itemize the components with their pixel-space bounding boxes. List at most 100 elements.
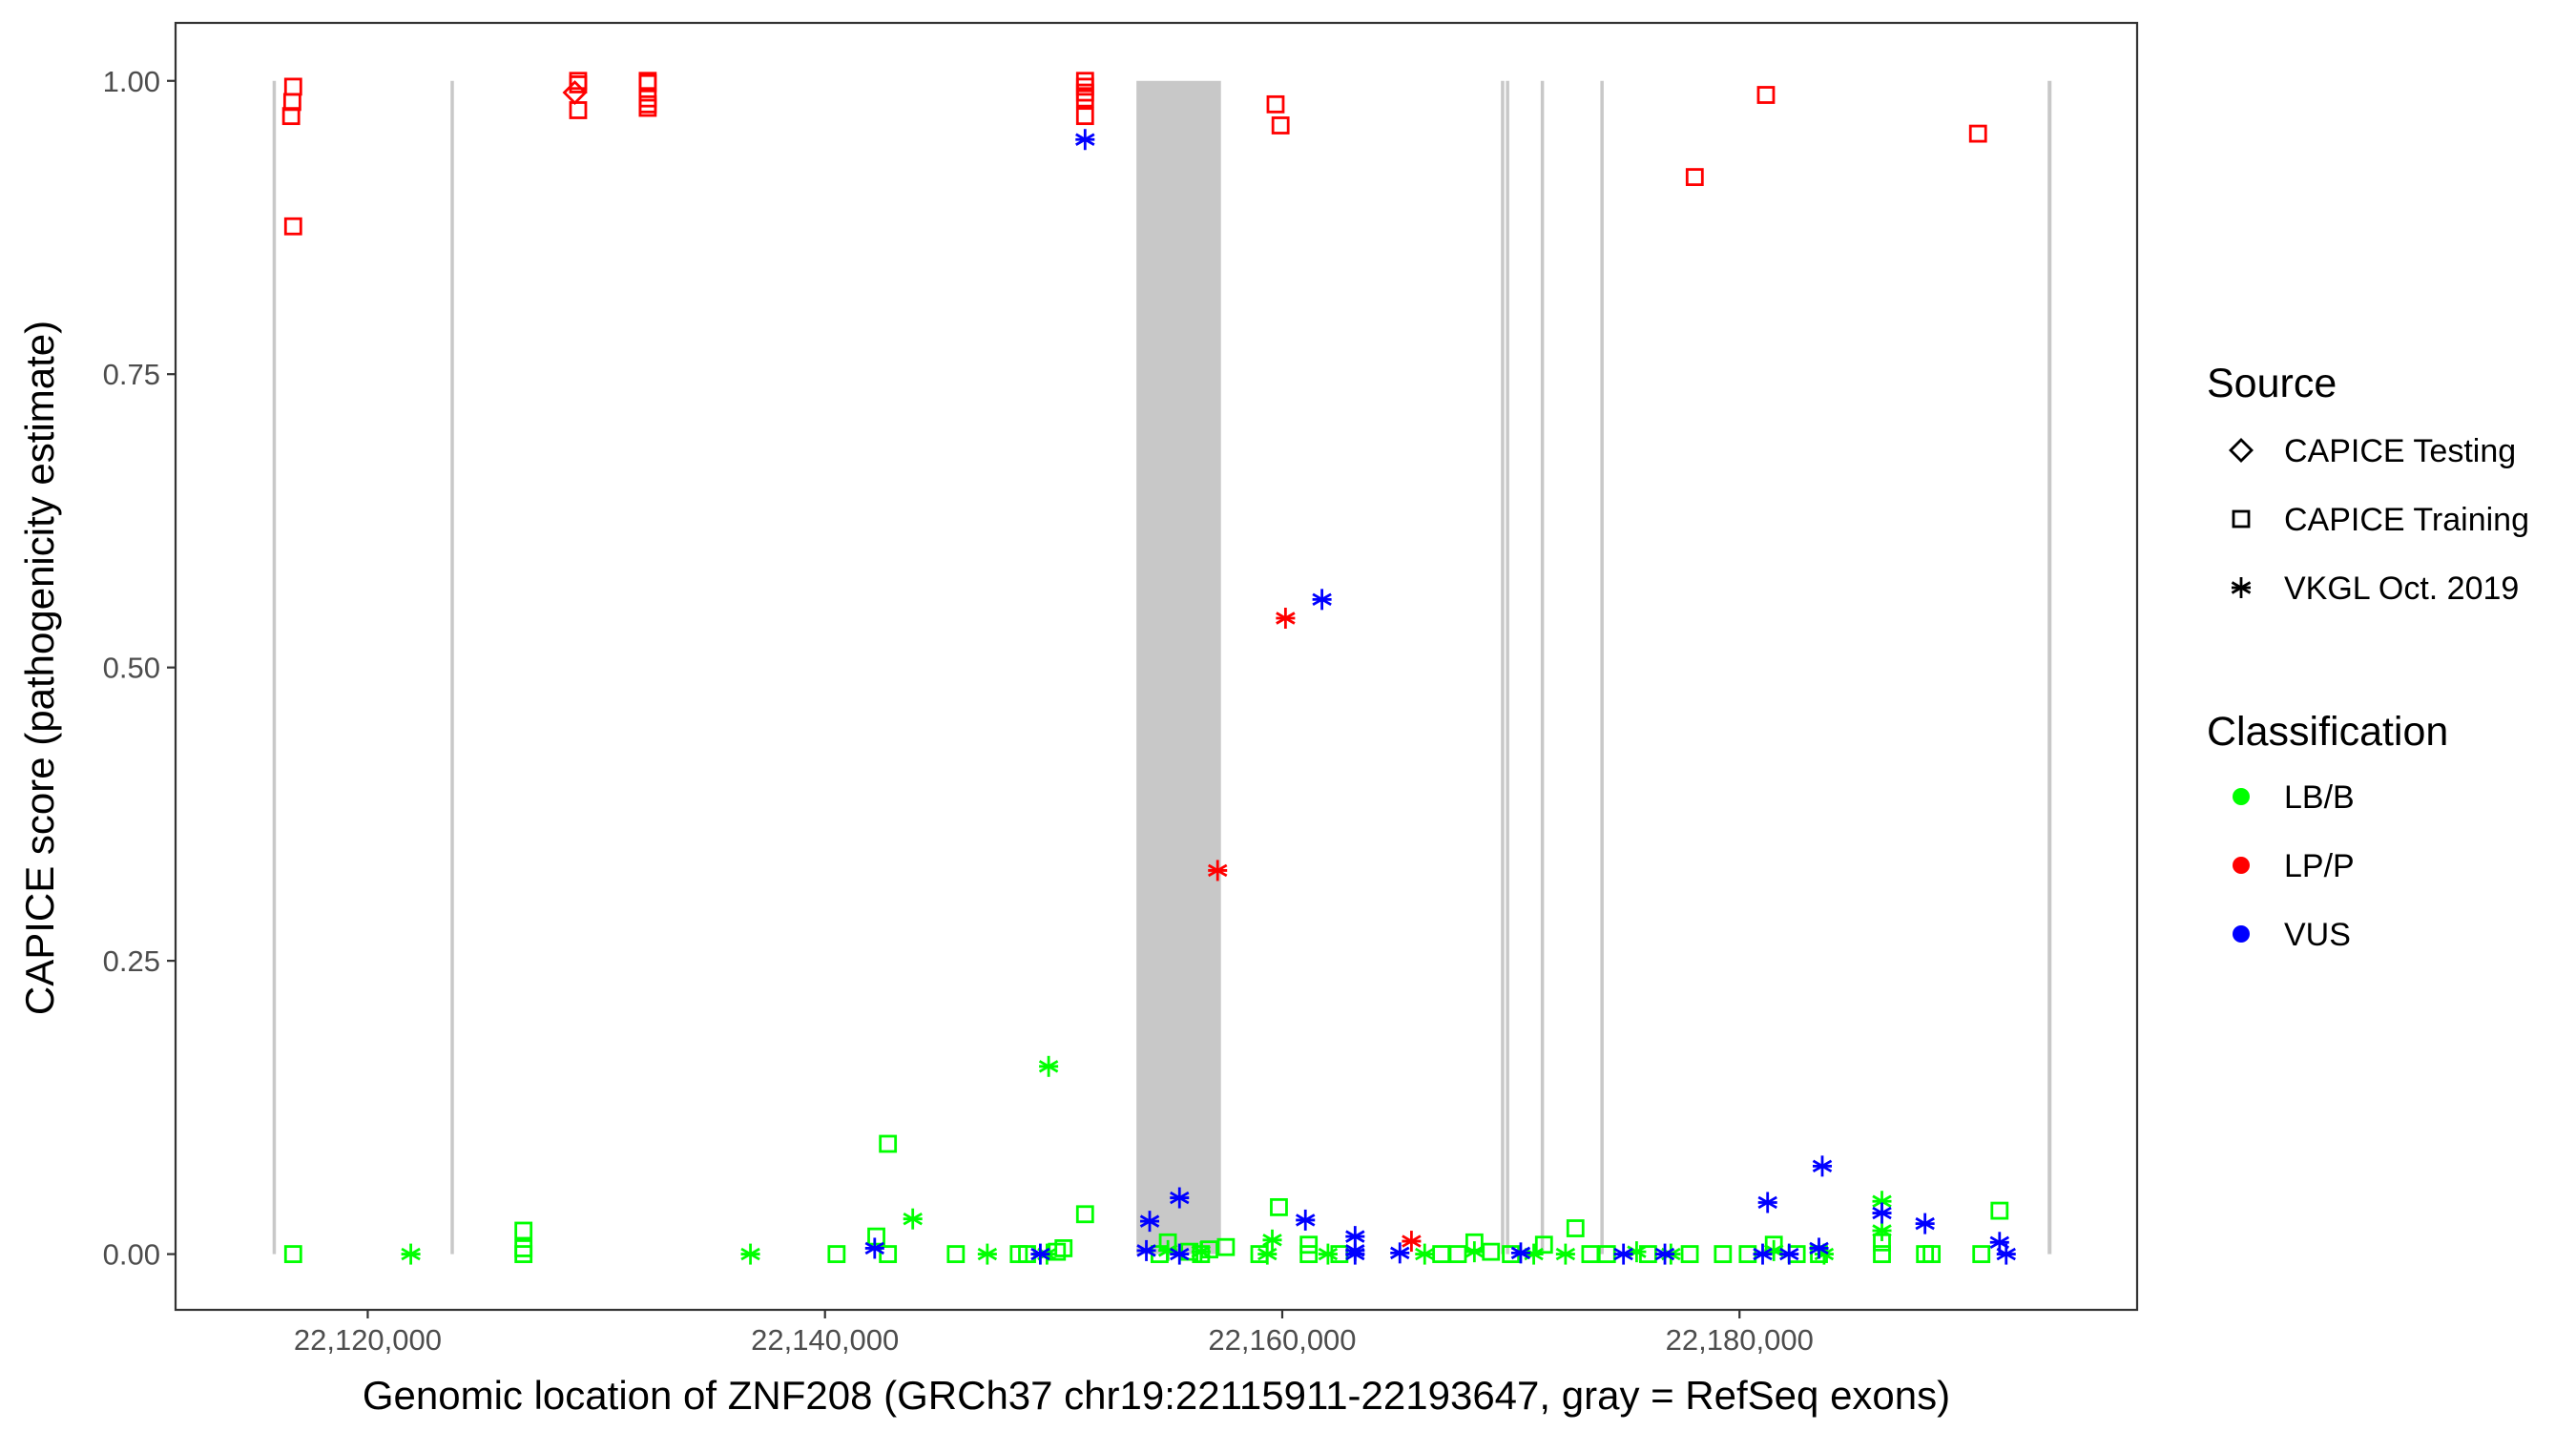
data-point	[1555, 1243, 1576, 1265]
legend-classification-label: VUS	[2284, 917, 2351, 953]
data-point	[1075, 107, 1094, 126]
exon-band	[1506, 80, 1509, 1255]
data-point	[1276, 608, 1296, 630]
data-point	[1753, 1243, 1773, 1265]
exon-band	[1136, 80, 1221, 1255]
y-tick-label: 0.50	[103, 652, 160, 685]
data-point	[867, 1227, 885, 1246]
data-point	[1038, 1055, 1059, 1077]
data-point	[1054, 1239, 1073, 1257]
data-point	[1990, 1201, 2009, 1220]
legend-source-title: Source	[2207, 361, 2337, 406]
data-point	[903, 1208, 923, 1230]
data-point	[1680, 1245, 1699, 1263]
y-tick-label: 0.00	[103, 1238, 160, 1272]
legend-square-icon	[2232, 509, 2251, 529]
data-point	[1345, 1243, 1365, 1265]
data-point	[514, 1245, 533, 1263]
legend-source-label: CAPICE Training	[2284, 502, 2529, 538]
exon-band	[1540, 80, 1545, 1255]
legend-color-dot-icon	[2233, 925, 2250, 943]
data-point	[1299, 1235, 1319, 1255]
data-point	[1613, 1243, 1633, 1265]
data-point	[1465, 1241, 1485, 1263]
legend-source-label: CAPICE Testing	[2284, 433, 2516, 469]
data-point	[1812, 1155, 1833, 1177]
data-point	[1757, 1192, 1777, 1213]
data-point	[638, 98, 657, 117]
data-point	[562, 80, 588, 106]
data-point	[1170, 1243, 1190, 1265]
data-point	[1075, 1205, 1094, 1224]
legend-diamond-icon	[2229, 438, 2254, 463]
data-point	[1030, 1243, 1050, 1265]
y-axis-title: CAPICE score (pathogenicity estimate)	[17, 321, 62, 1015]
data-point	[569, 101, 588, 119]
data-point	[1136, 1239, 1156, 1261]
x-tick-label: 22,140,000	[751, 1323, 899, 1357]
data-point	[1271, 116, 1290, 135]
exon-band	[450, 80, 454, 1255]
data-point	[827, 1245, 846, 1263]
exon-bands	[272, 80, 2052, 1255]
data-point	[569, 75, 588, 93]
data-point	[1685, 168, 1704, 186]
data-point	[1809, 1237, 1829, 1259]
x-tick-label: 22,160,000	[1208, 1323, 1356, 1357]
exon-band	[2047, 80, 2052, 1255]
data-point	[1996, 1243, 2016, 1265]
exon-band	[1501, 80, 1505, 1255]
data-point	[1318, 1243, 1339, 1265]
legend-color-dot-icon	[2233, 788, 2250, 805]
data-point	[1075, 89, 1094, 108]
legend: Source CAPICE Testing CAPICE Training VKGL…	[2207, 361, 2529, 953]
data-point	[1654, 1243, 1675, 1265]
data-point	[1415, 1243, 1435, 1265]
y-tick-label: 1.00	[103, 65, 160, 98]
data-point	[281, 107, 301, 126]
data-point	[1779, 1243, 1799, 1265]
legend-color-dot-icon	[2233, 857, 2250, 874]
data-point	[1139, 1211, 1160, 1233]
data-point	[1266, 94, 1285, 114]
data-point	[1262, 1229, 1282, 1251]
legend-source-label: VKGL Oct. 2019	[2284, 570, 2519, 607]
x-axis: 22,120,000 22,140,000 22,160,000 22,180,000	[294, 1310, 1814, 1357]
data-point	[1191, 1241, 1212, 1263]
data-point	[1170, 1187, 1190, 1209]
data-point	[1756, 86, 1776, 104]
data-point	[879, 1245, 898, 1263]
y-axis: 0.00 0.25 0.50 0.75 1.00	[103, 65, 176, 1272]
data-point	[1714, 1245, 1733, 1263]
data-point	[1872, 1219, 1892, 1241]
data-point	[401, 1243, 421, 1265]
data-point	[1968, 124, 1987, 143]
data-point	[740, 1243, 760, 1265]
data-point	[1270, 1197, 1288, 1216]
data-point	[879, 1134, 898, 1153]
data-point	[1312, 589, 1332, 611]
data-point	[1448, 1245, 1467, 1263]
data-point	[946, 1245, 966, 1263]
data-point	[1207, 860, 1228, 881]
data-point	[1075, 129, 1095, 151]
exon-band	[272, 80, 277, 1255]
exon-band	[1600, 80, 1604, 1255]
data-point	[1566, 1219, 1585, 1237]
data-points	[281, 72, 2016, 1265]
data-point	[864, 1237, 885, 1259]
y-tick-label: 0.25	[103, 944, 160, 978]
x-axis-title: Genomic location of ZNF208 (GRCh37 chr19…	[363, 1373, 1950, 1418]
data-point	[1873, 1245, 1891, 1263]
data-point	[977, 1243, 998, 1265]
data-point	[1872, 1202, 1892, 1224]
data-point	[1390, 1242, 1410, 1264]
data-point	[1216, 1237, 1236, 1256]
data-point	[1296, 1209, 1316, 1231]
data-point	[514, 1221, 533, 1240]
data-point	[1922, 1245, 1942, 1263]
data-point	[283, 1245, 302, 1263]
x-tick-label: 22,180,000	[1666, 1323, 1814, 1357]
